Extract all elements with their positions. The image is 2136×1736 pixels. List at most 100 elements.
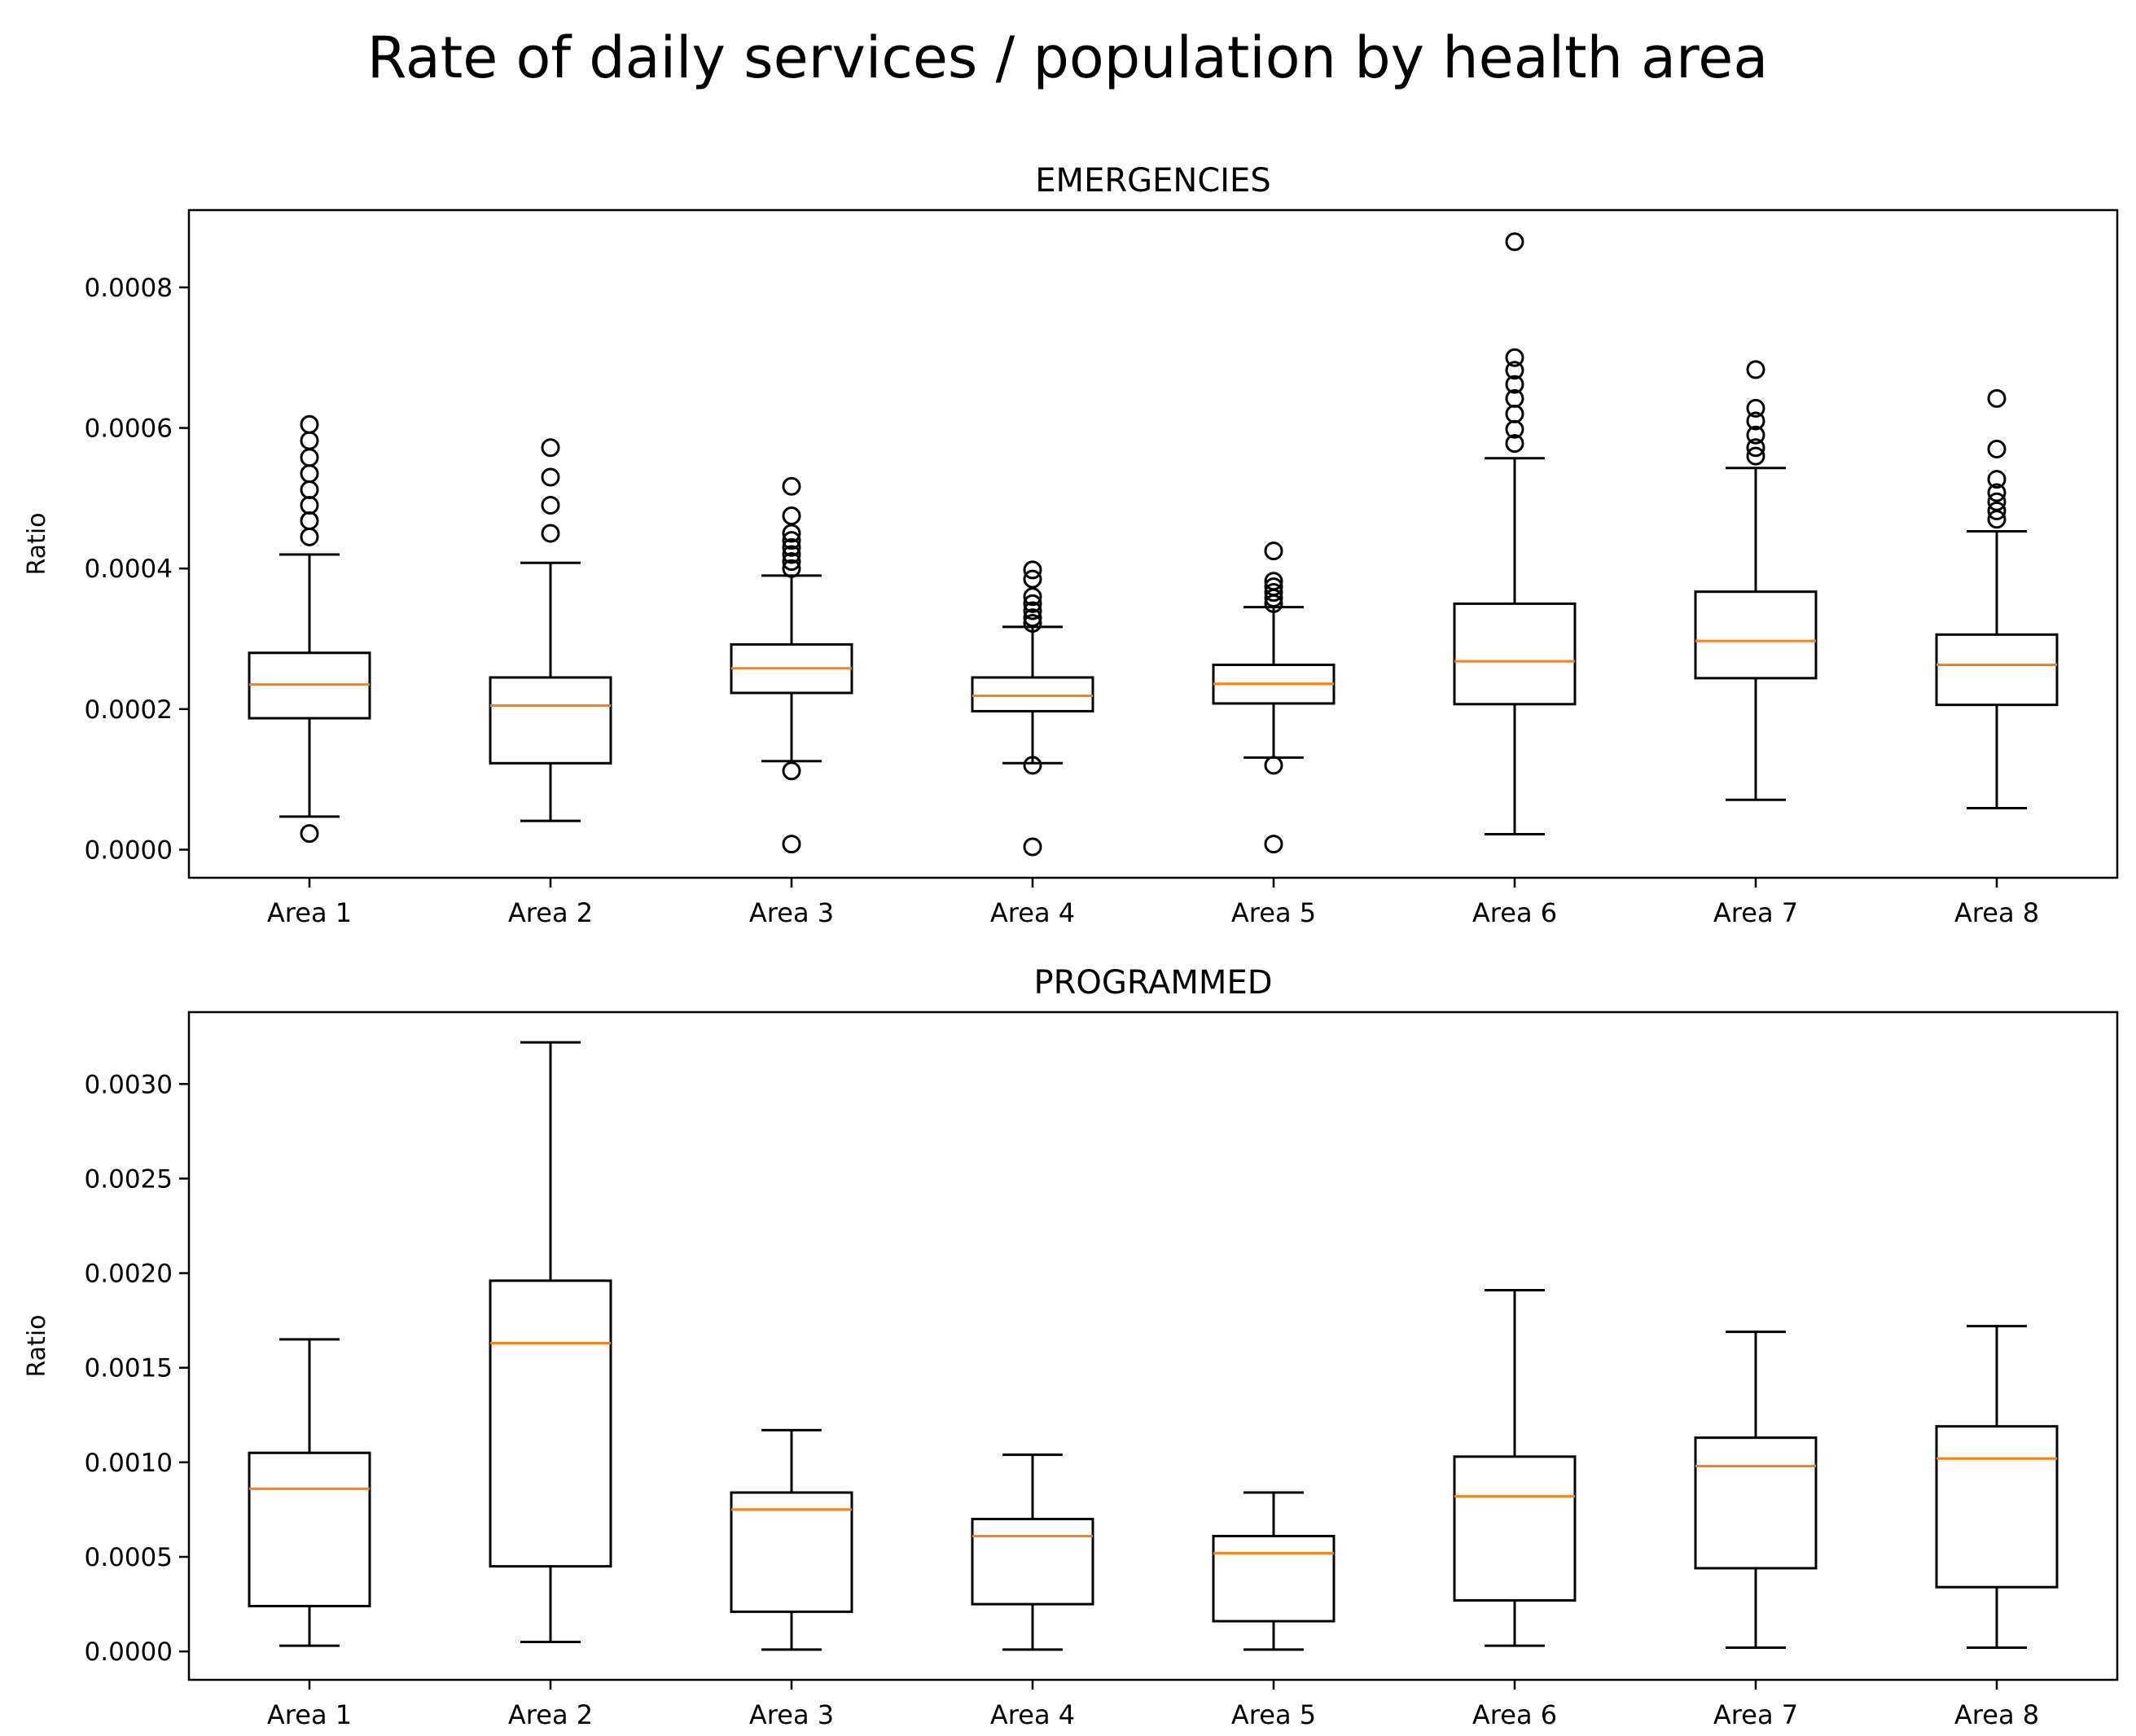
y-tick-label: 0.0002 [85,695,173,725]
axes-frame [187,1010,2119,1681]
iqr-box [489,1279,612,1568]
outlier-point [1746,438,1765,458]
outlier-point [541,524,560,543]
outlier-point [541,496,560,515]
outlier-point [782,545,801,564]
outlier-point [1987,510,2007,529]
outlier-point [1264,572,1283,591]
x-tick-label: Area 7 [1713,897,1798,928]
y-tick-label: 0.0004 [85,555,173,584]
y-tick-label: 0.0020 [85,1260,173,1289]
outlier-point [300,511,319,531]
box-area-6 [1453,232,1577,835]
box-area-8 [1935,1325,2059,1650]
outlier-point [300,480,319,500]
x-tick-label: Area 8 [1954,897,2039,928]
x-tick-label: Area 3 [749,1699,834,1730]
programmed-subplot: PROGRAMMED Ratio 0.0000 0.0005 0.0010 0.0015 0… [23,964,2119,1730]
box-area-3 [730,476,853,854]
x-tick-label: Area 5 [1231,897,1316,928]
box-area-1 [248,414,371,844]
box-area-7 [1694,360,1818,801]
box-area-5 [1212,1491,1336,1651]
outlier-point [1264,583,1283,603]
box-area-7 [1694,1330,1818,1650]
x-tick-label: Area 6 [1472,897,1557,928]
box-area-5 [1212,541,1336,854]
outlier-point [782,835,801,854]
x-tick-label: Area 6 [1472,1699,1557,1730]
y-axis-label: Ratio [23,1314,51,1377]
subplot-title: EMERGENCIES [1035,162,1270,199]
outlier-point [1023,837,1042,857]
iqr-box [1694,590,1818,680]
outlier-point [782,559,801,578]
outlier-point [300,431,319,450]
figure-title: Rate of daily services / population by h… [367,24,1768,91]
outlier-point [1505,232,1524,252]
outlier-point [782,761,801,781]
outlier-point [1505,434,1524,454]
iqr-box [971,676,1094,712]
outlier-point [1987,470,2007,489]
outlier-point [1023,587,1042,607]
iqr-box [730,1491,853,1613]
outlier-point [1023,614,1042,633]
box-area-2 [489,438,612,822]
x-tick-label: Area 3 [749,897,834,928]
y-tick-label: 0.0015 [85,1354,173,1383]
outlier-point [1505,361,1524,380]
outlier-point [1023,601,1042,620]
x-tick-label: Area 4 [990,897,1075,928]
outlier-point [300,824,319,844]
iqr-box [1453,1455,1577,1602]
x-tick-label: Area 1 [267,897,352,928]
outlier-point [782,552,801,572]
outlier-point [300,464,319,484]
outlier-point [1023,594,1042,613]
y-tick-label: 0.0008 [85,274,173,303]
iqr-box [248,1451,371,1607]
outlier-point [1023,569,1042,589]
iqr-box [1935,1425,2059,1589]
box-area-4 [971,560,1094,857]
outlier-point [1746,411,1765,431]
outlier-point [1746,360,1765,379]
box-area-4 [971,1453,1094,1651]
outlier-point [1505,348,1524,367]
y-tick-label: 0.0006 [85,414,173,444]
outlier-point [1264,756,1283,775]
outlier-point [1264,577,1283,597]
outlier-point [1987,388,2007,408]
iqr-box [489,676,612,765]
x-tick-label: Area 2 [508,1699,593,1730]
outlier-point [782,531,801,550]
emergencies-subplot: EMERGENCIES Ratio 0.0000 0.0002 0.0004 0.0006… [23,162,2119,928]
box-area-2 [489,1041,612,1644]
box-area-8 [1935,388,2059,810]
axes-frame [187,208,2119,879]
outlier-point [782,537,801,557]
iqr-box [971,1518,1094,1606]
outlier-point [1987,483,2007,502]
subplot-title: PROGRAMMED [1033,964,1272,1002]
x-tick-label: Area 8 [1954,1699,2039,1730]
outlier-point [1987,439,2007,458]
x-tick-label: Area 7 [1713,1699,1798,1730]
outlier-point [1505,388,1524,408]
outlier-point [1023,560,1042,580]
box-area-1 [248,1338,371,1647]
y-tick-label: 0.0000 [85,835,173,865]
iqr-box [1212,1534,1336,1623]
outlier-point [300,414,319,434]
x-tick-label: Area 5 [1231,1699,1316,1730]
outlier-point [782,506,801,525]
x-tick-label: Area 1 [267,1699,352,1730]
y-tick-label: 0.0005 [85,1543,173,1572]
box-area-3 [730,1428,853,1651]
outlier-point [1746,425,1765,445]
outlier-point [782,524,801,543]
x-tick-label: Area 4 [990,1699,1075,1730]
outlier-point [541,438,560,458]
